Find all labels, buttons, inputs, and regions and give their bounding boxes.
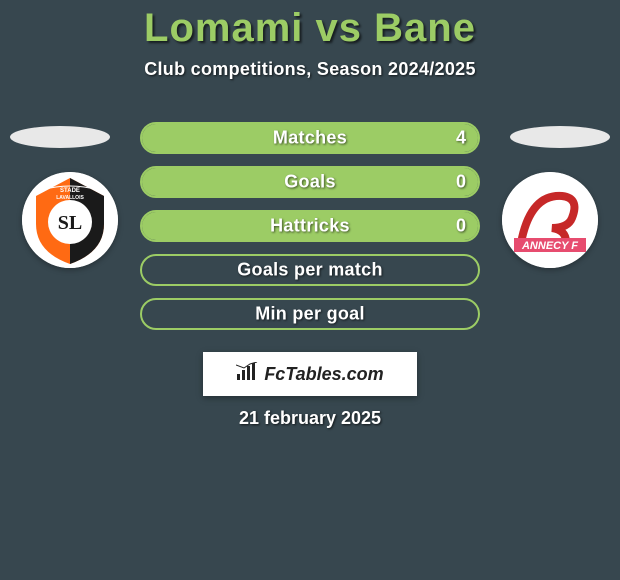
stat-label: Goals per match [142, 260, 478, 281]
stat-value: 0 [456, 172, 466, 193]
club-logo-left: SL STADE LAVALLOIS [22, 172, 118, 268]
stat-label: Goals [142, 172, 478, 193]
stat-label: Hattricks [142, 216, 478, 237]
club-badge-right: ANNECY F [502, 172, 598, 268]
club-badge-left: SL STADE LAVALLOIS [22, 172, 118, 268]
site-badge[interactable]: FcTables.com [203, 352, 417, 396]
stats-list: Matches 4 Goals 0 Hattricks 0 Goals per … [140, 122, 480, 342]
site-badge-label: FcTables.com [264, 364, 383, 385]
stat-row-goals: Goals 0 [140, 166, 480, 198]
stat-value: 4 [456, 128, 466, 149]
stat-row-matches: Matches 4 [140, 122, 480, 154]
club-logo-right: ANNECY F [502, 172, 598, 268]
stat-label: Matches [142, 128, 478, 149]
stat-value: 0 [456, 216, 466, 237]
stat-row-min-per-goal: Min per goal [140, 298, 480, 330]
svg-text:STADE: STADE [60, 188, 80, 194]
stat-label: Min per goal [142, 304, 478, 325]
club-left-initials: SL [58, 212, 82, 234]
svg-text:LAVALLOIS: LAVALLOIS [56, 195, 84, 201]
svg-text:ANNECY F: ANNECY F [521, 240, 578, 252]
player-indicator-left [10, 126, 110, 148]
page-title: Lomami vs Bane [0, 0, 620, 51]
stat-row-goals-per-match: Goals per match [140, 254, 480, 286]
player-indicator-right [510, 126, 610, 148]
page-subtitle: Club competitions, Season 2024/2025 [0, 59, 620, 80]
comparison-card: Lomami vs Bane Club competitions, Season… [0, 0, 620, 580]
stat-row-hattricks: Hattricks 0 [140, 210, 480, 242]
bar-chart-icon [236, 362, 258, 387]
footer-date: 21 february 2025 [0, 408, 620, 429]
